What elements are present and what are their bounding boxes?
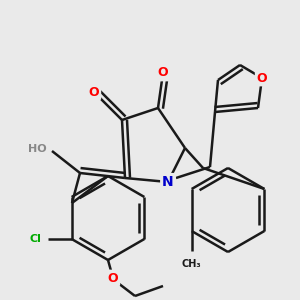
Text: O: O <box>89 85 99 98</box>
Text: CH₃: CH₃ <box>182 259 201 269</box>
Text: N: N <box>162 175 174 189</box>
Text: O: O <box>257 71 267 85</box>
Text: O: O <box>108 272 118 284</box>
Text: HO: HO <box>28 144 47 154</box>
Text: O: O <box>158 67 168 80</box>
Text: Cl: Cl <box>30 234 42 244</box>
